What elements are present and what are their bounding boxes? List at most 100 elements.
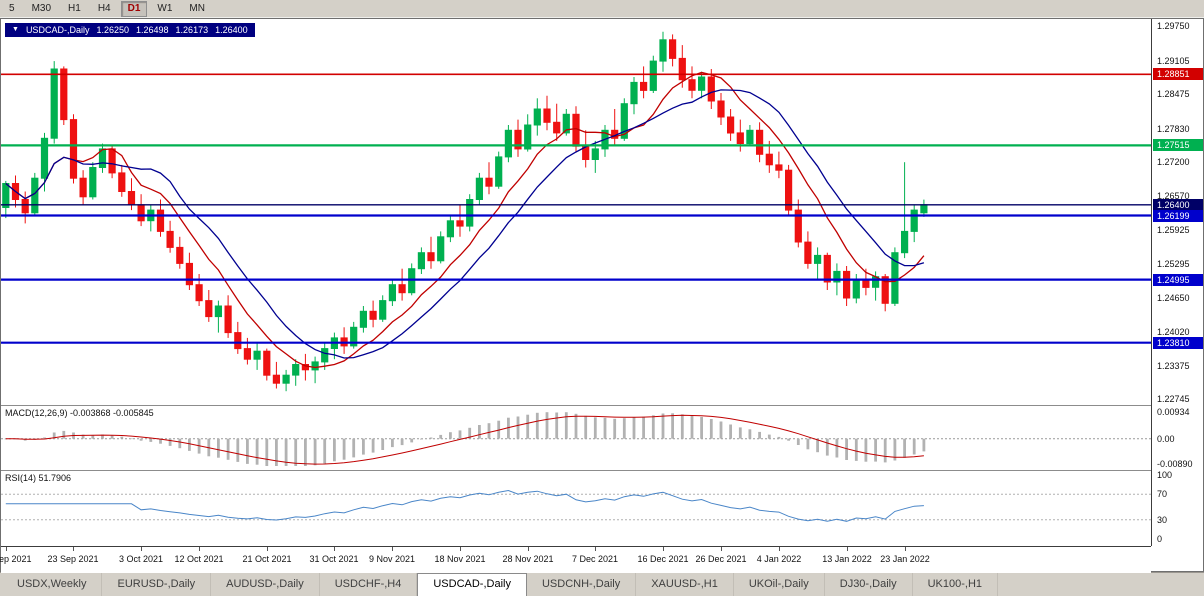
timeframe-mn[interactable]: MN bbox=[189, 2, 205, 14]
candle bbox=[514, 119, 522, 157]
candle bbox=[611, 109, 619, 147]
candle bbox=[659, 31, 667, 72]
price-axis-tick: 1.29750 bbox=[1157, 21, 1190, 31]
tab-dj30-daily[interactable]: DJ30-,Daily bbox=[825, 573, 913, 596]
date-axis-tick bbox=[663, 547, 664, 551]
candle bbox=[920, 199, 928, 217]
candle bbox=[2, 180, 10, 219]
date-axis-tick bbox=[847, 547, 848, 551]
candle bbox=[727, 109, 735, 141]
candle bbox=[98, 143, 107, 173]
candle bbox=[21, 191, 29, 224]
date-axis-label: 9 Nov 2021 bbox=[368, 554, 416, 564]
price-chart-canvas[interactable] bbox=[1, 19, 1151, 405]
date-axis-label: 28 Nov 2021 bbox=[502, 554, 554, 564]
tab-xauusd-h1[interactable]: XAUUSD-,H1 bbox=[636, 573, 734, 596]
tab-eurusd-daily[interactable]: EURUSD-,Daily bbox=[102, 573, 212, 596]
timeframe-m30[interactable]: M30 bbox=[31, 2, 52, 14]
candle bbox=[437, 231, 445, 264]
tab-usdcad-daily[interactable]: USDCAD-,Daily bbox=[417, 573, 527, 596]
candle bbox=[118, 164, 126, 197]
tab-usdchf-h4[interactable]: USDCHF-,H4 bbox=[320, 573, 418, 596]
candle bbox=[253, 343, 261, 370]
candle bbox=[379, 295, 387, 322]
candle bbox=[166, 220, 174, 253]
timeframe-h4[interactable]: H4 bbox=[97, 2, 111, 14]
candle bbox=[89, 162, 97, 200]
price-axis-tick: 1.23375 bbox=[1157, 361, 1190, 371]
candle bbox=[214, 300, 223, 333]
candle bbox=[147, 204, 155, 232]
price-pane[interactable] bbox=[1, 19, 1151, 405]
macd-indicator-label: MACD(12,26,9) -0.003868 -0.005845 bbox=[5, 408, 154, 418]
price-level-badge: 1.26199 bbox=[1153, 210, 1203, 222]
rsi-line bbox=[5, 489, 924, 522]
candle bbox=[301, 353, 309, 381]
price-level-badge: 1.27515 bbox=[1153, 139, 1203, 151]
candle bbox=[495, 151, 503, 189]
price-level-badge: 1.26400 bbox=[1153, 199, 1203, 211]
price-axis-tick: 1.24020 bbox=[1157, 327, 1190, 337]
candle bbox=[417, 247, 425, 274]
candle bbox=[369, 300, 377, 328]
candle bbox=[176, 236, 184, 269]
macd-axis-max: 0.00934 bbox=[1157, 407, 1190, 417]
chart-tab-bar: USDX,Weekly EURUSD-,Daily AUDUSD-,Daily … bbox=[0, 572, 1204, 596]
candle bbox=[156, 199, 165, 237]
timeframe-w1[interactable]: W1 bbox=[157, 2, 173, 14]
candle bbox=[582, 130, 590, 168]
candle bbox=[466, 194, 474, 232]
timeframe-h1[interactable]: H1 bbox=[68, 2, 81, 14]
pane-separator[interactable] bbox=[1, 470, 1203, 471]
date-axis-tick bbox=[460, 547, 461, 551]
date-axis-label: 4 Jan 2022 bbox=[756, 554, 802, 564]
candle bbox=[775, 151, 783, 179]
candle bbox=[688, 66, 696, 99]
candle bbox=[263, 348, 271, 381]
candle bbox=[814, 247, 822, 280]
candle bbox=[707, 69, 715, 109]
date-axis-label: 21 Oct 2021 bbox=[242, 554, 292, 564]
macd-canvas[interactable] bbox=[1, 406, 1151, 470]
tab-usdx-weekly[interactable]: USDX,Weekly bbox=[2, 573, 103, 596]
price-axis-tick: 1.22745 bbox=[1157, 394, 1190, 404]
rsi-axis-tick: 0 bbox=[1157, 534, 1163, 544]
date-axis-tick bbox=[199, 547, 200, 551]
candle bbox=[321, 343, 329, 370]
pane-separator[interactable] bbox=[1, 405, 1203, 406]
price-axis-tick: 1.29105 bbox=[1157, 56, 1190, 66]
candle bbox=[630, 77, 638, 115]
timeframe-toolbar: 5 M30 H1 H4 D1 W1 MN bbox=[0, 0, 1204, 18]
candle bbox=[698, 71, 706, 99]
date-axis-label: 31 Oct 2021 bbox=[309, 554, 359, 564]
ohlc-open: 1.26250 bbox=[96, 25, 129, 35]
candle bbox=[272, 361, 280, 389]
date-axis-tick bbox=[267, 547, 268, 551]
rsi-pane[interactable] bbox=[1, 471, 1151, 545]
rsi-canvas[interactable] bbox=[1, 471, 1151, 545]
tab-audusd-daily[interactable]: AUDUSD-,Daily bbox=[211, 573, 320, 596]
tab-usdcnh-daily[interactable]: USDCNH-,Daily bbox=[527, 573, 637, 596]
candles bbox=[2, 31, 928, 392]
macd-pane[interactable] bbox=[1, 406, 1151, 470]
tab-ukoil-daily[interactable]: UKOil-,Daily bbox=[734, 573, 825, 596]
candle bbox=[553, 103, 561, 141]
chart-title-bar: ▼ USDCAD-,Daily 1.26250 1.26498 1.26173 … bbox=[5, 23, 255, 37]
timeframe-5[interactable]: 5 bbox=[9, 2, 15, 14]
date-axis-tick bbox=[779, 547, 780, 551]
date-axis-tick bbox=[73, 547, 74, 551]
candle bbox=[891, 247, 899, 306]
candle bbox=[350, 321, 358, 349]
date-axis-label: 7 Dec 2021 bbox=[571, 554, 619, 564]
date-axis-tick bbox=[334, 547, 335, 551]
price-level-badge: 1.23810 bbox=[1153, 337, 1203, 349]
candle bbox=[543, 95, 551, 131]
candle bbox=[79, 170, 87, 205]
date-axis-label: 14 Sep 2021 bbox=[0, 554, 32, 564]
ohlc-low: 1.26173 bbox=[175, 25, 209, 35]
candle bbox=[678, 45, 686, 88]
tab-uk100-h1[interactable]: UK100-,H1 bbox=[913, 573, 999, 596]
date-axis-label: 16 Dec 2021 bbox=[637, 554, 689, 564]
timeframe-d1[interactable]: D1 bbox=[120, 0, 148, 17]
macd-signal-line bbox=[5, 414, 924, 465]
